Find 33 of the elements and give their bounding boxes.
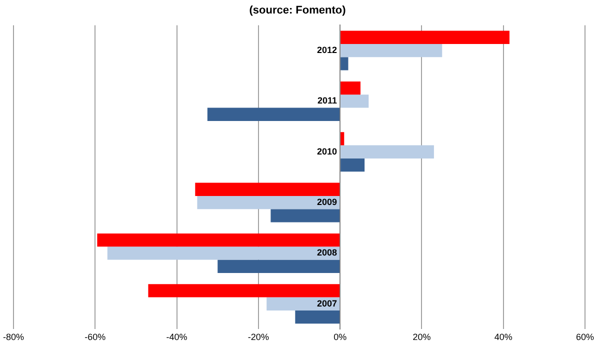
x-tick-label: 60% (576, 332, 594, 342)
bar (295, 310, 340, 324)
bar (97, 233, 340, 247)
y-tick-label: 2012 (317, 45, 338, 56)
bar (340, 81, 360, 95)
x-tick-label: -20% (248, 332, 269, 342)
x-tick-label: -80% (2, 332, 24, 342)
bar (340, 145, 434, 158)
bar (266, 297, 340, 310)
chart-title: (source: Fomento) (249, 4, 346, 17)
bar (340, 94, 369, 108)
bar (340, 30, 510, 44)
bar (148, 284, 340, 298)
bar (270, 209, 340, 222)
bar (107, 246, 340, 260)
x-tick-label: 0% (334, 332, 347, 342)
y-tick-label: 2011 (318, 96, 338, 106)
bar (340, 132, 344, 146)
x-tick-label: -60% (84, 332, 106, 342)
bar (340, 158, 365, 172)
y-tick-label: 2009 (317, 197, 338, 208)
bar (218, 260, 340, 273)
bar (197, 196, 340, 210)
bar (195, 182, 340, 196)
x-tick-label: 40% (494, 332, 512, 342)
x-tick-label: -40% (166, 332, 188, 342)
x-tick-label: 20% (412, 332, 431, 342)
y-tick-label: 2007 (317, 298, 338, 308)
bar (340, 44, 442, 58)
bar (207, 108, 340, 121)
y-tick-label: 2010 (317, 146, 338, 156)
bar (340, 57, 348, 70)
y-tick-label: 2008 (317, 248, 338, 258)
